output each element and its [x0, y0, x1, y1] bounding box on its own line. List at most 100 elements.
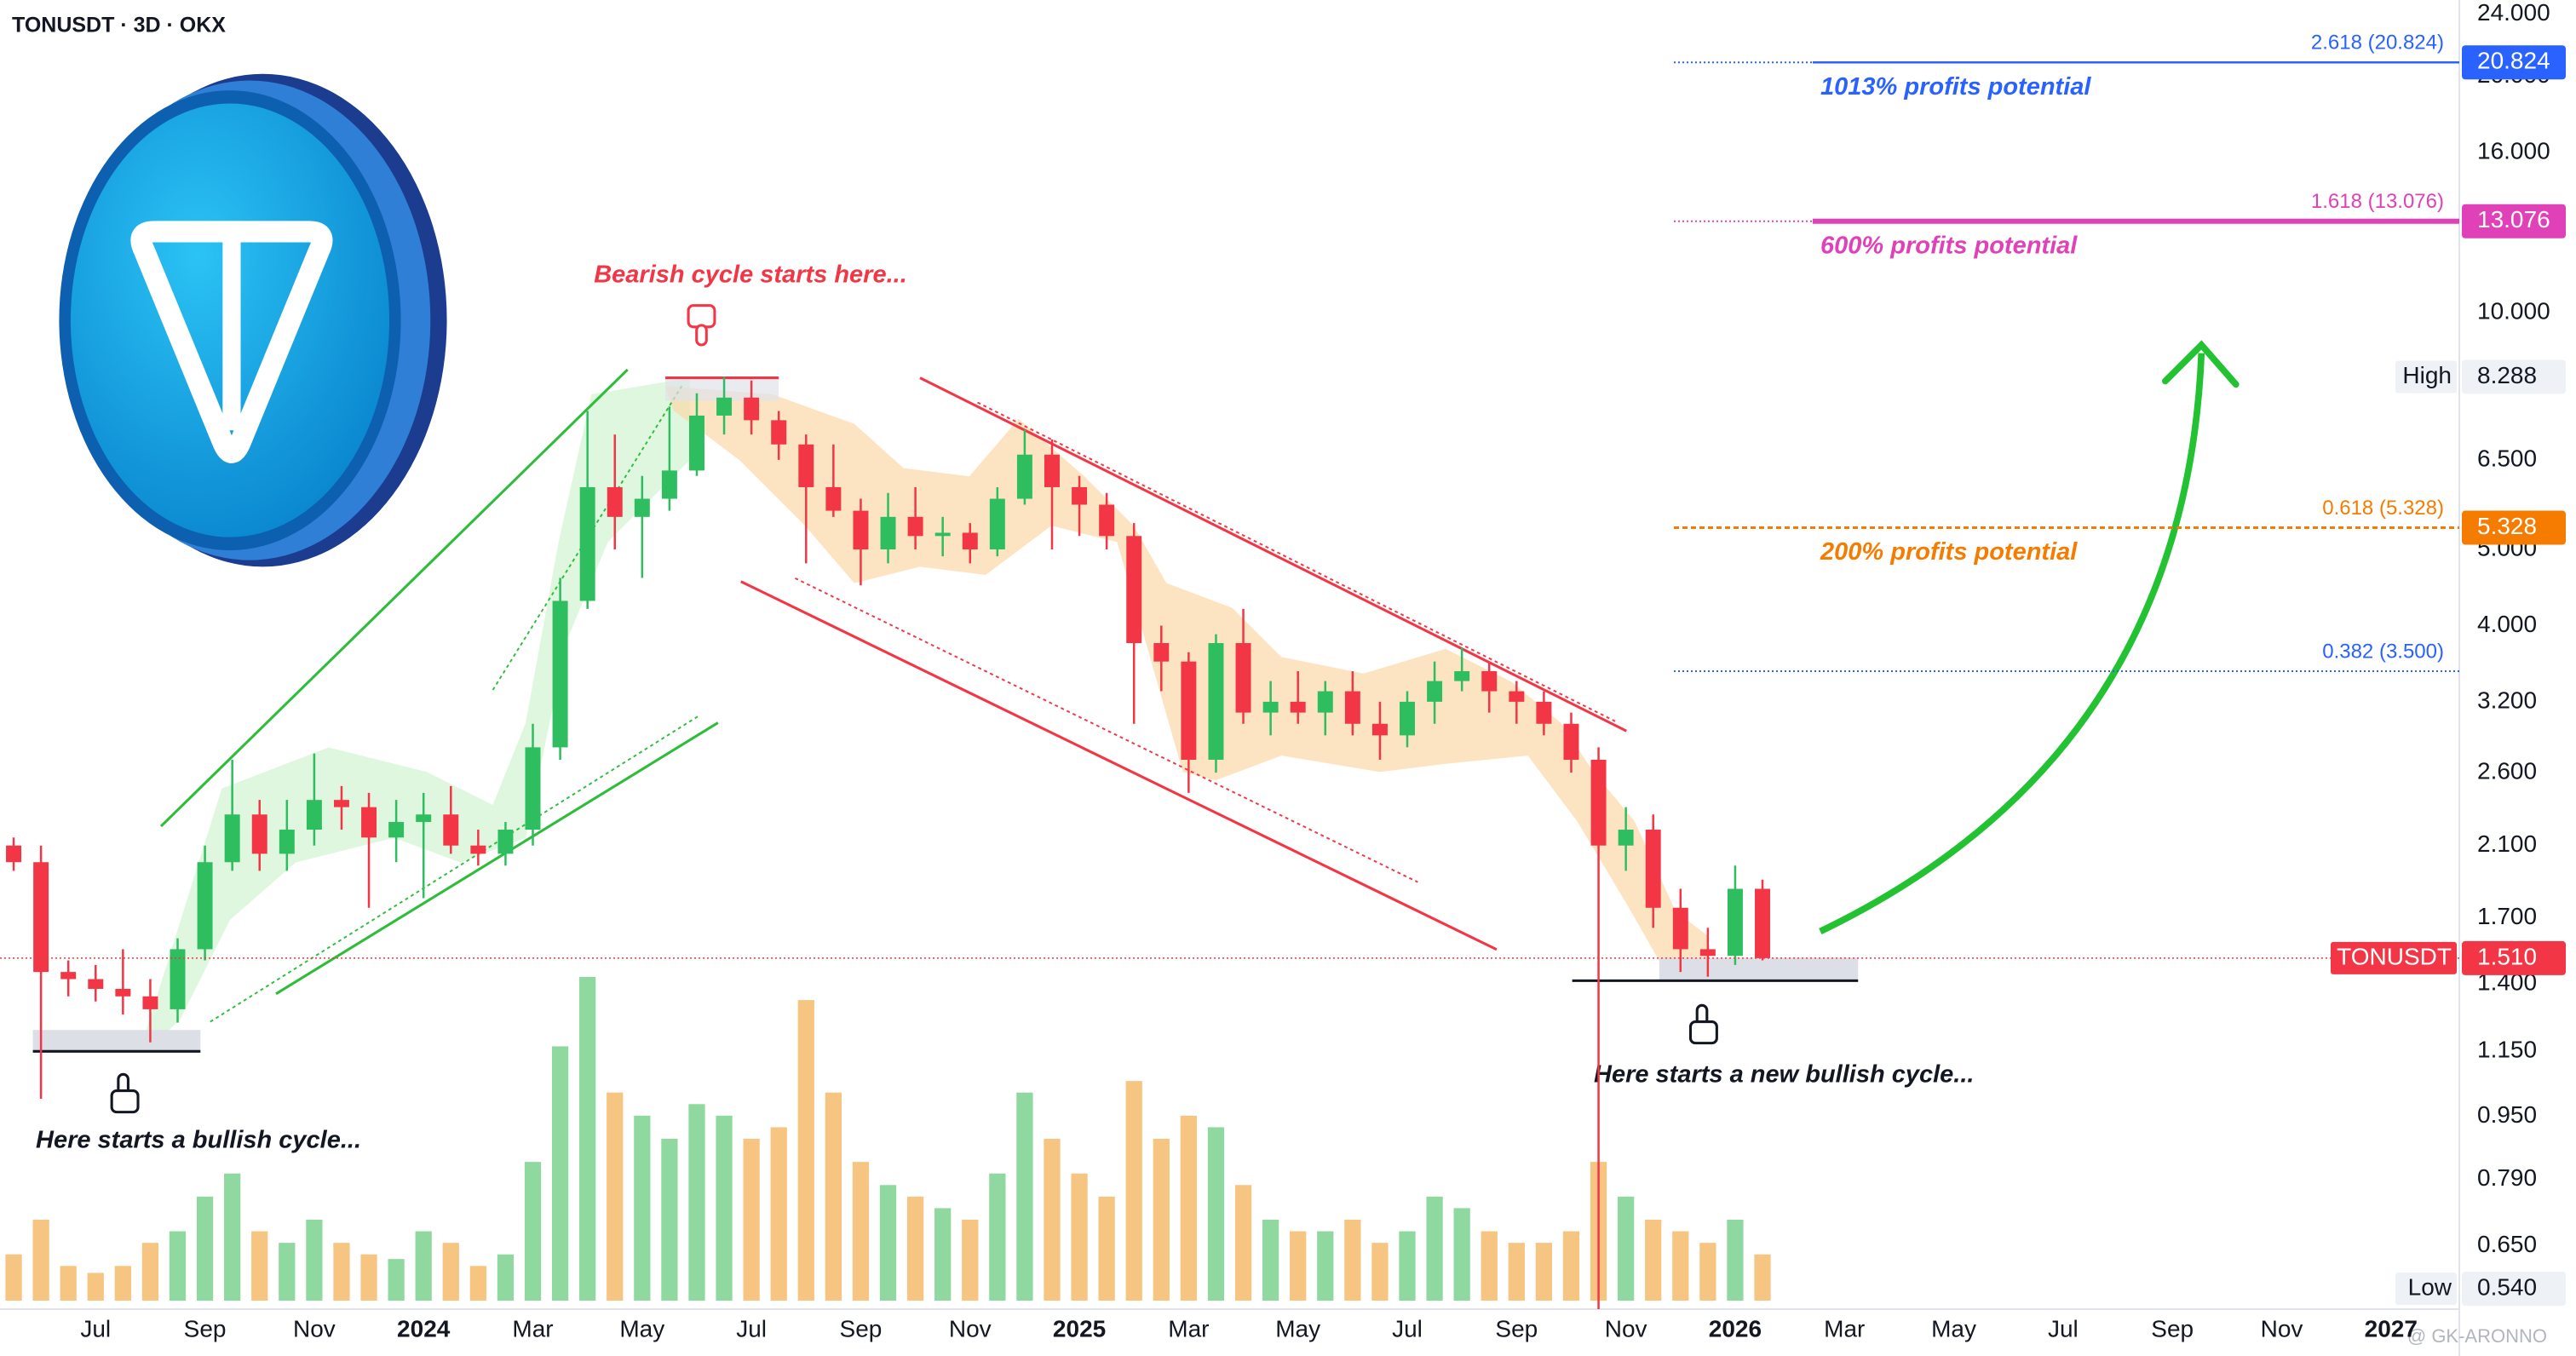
volume-bar	[442, 1243, 459, 1301]
x-tick-label: Jul	[736, 1315, 767, 1342]
watermark: @ GK-ARONNO	[2407, 1325, 2547, 1347]
x-tick-label: Nov	[2261, 1315, 2303, 1342]
support-zone	[32, 1030, 201, 1052]
volume-bar	[1371, 1243, 1389, 1301]
price-badge-label: 13.076	[2477, 206, 2550, 233]
candle-body	[1563, 723, 1579, 760]
y-tick-label: 0.650	[2477, 1231, 2537, 1257]
candle-body	[1044, 454, 1060, 487]
candle-body	[525, 747, 541, 830]
volume-bar	[852, 1162, 870, 1301]
volume-bar	[716, 1115, 733, 1301]
badge-name: Low	[2408, 1273, 2452, 1300]
volume-bar	[1344, 1220, 1361, 1301]
channel-line	[275, 721, 719, 996]
annotation: Here starts a new bullish cycle...	[1594, 1061, 1974, 1089]
badge-name-box	[2395, 1273, 2457, 1305]
badge-name-box	[2331, 941, 2457, 974]
target-arrow	[1819, 353, 2205, 934]
volume-bar	[1754, 1254, 1771, 1301]
x-tick-label: Sep	[2151, 1315, 2194, 1342]
x-tick-label: May	[1931, 1315, 1976, 1342]
candle-body	[60, 972, 77, 980]
volume-bar	[1262, 1220, 1279, 1301]
candle-body	[689, 415, 704, 471]
x-tick-label: May	[1275, 1315, 1320, 1342]
candle-body	[1317, 691, 1333, 713]
candle-body	[1590, 759, 1607, 846]
volume-bar	[524, 1162, 542, 1301]
candle-body	[1262, 701, 1279, 713]
volume-bar	[32, 1220, 49, 1301]
volume-bar	[169, 1231, 187, 1301]
volume-bar	[825, 1092, 842, 1301]
support-zone	[1659, 957, 1859, 981]
x-tick-label: Mar	[1168, 1315, 1209, 1342]
volume-bar	[1399, 1231, 1416, 1301]
volume-bar	[224, 1173, 241, 1301]
x-tick-label: Sep	[1495, 1315, 1538, 1342]
x-tick-label: Jul	[1392, 1315, 1423, 1342]
candle-body	[251, 814, 267, 854]
volume-bar	[1125, 1081, 1142, 1301]
volume-bar	[1207, 1127, 1225, 1301]
volume-bar	[906, 1196, 924, 1301]
candle-body	[416, 814, 432, 823]
volume-bar	[770, 1127, 787, 1301]
volume-bar	[934, 1208, 952, 1301]
annotation: Bearish cycle starts here...	[594, 261, 907, 289]
volume-bar	[87, 1273, 104, 1301]
channel-mid	[977, 401, 1619, 724]
price-badge-label: 5.328	[2477, 513, 2537, 539]
candle-body	[744, 397, 760, 421]
y-tick-label: 0.790	[2477, 1164, 2537, 1191]
volume-bar	[388, 1259, 405, 1301]
candle-body	[853, 510, 869, 550]
channel-mid	[210, 715, 699, 1023]
candle-body	[1727, 888, 1743, 957]
volume-bar	[634, 1115, 651, 1301]
price-badge	[2462, 359, 2566, 394]
x-tick-label: 2026	[1709, 1315, 1762, 1342]
level-label: 1.618 (13.076)	[2311, 190, 2444, 213]
price-badge-label: 0.540	[2477, 1273, 2537, 1300]
y-tick-label: 1.700	[2477, 903, 2537, 929]
price-badge-label: 20.824	[2477, 48, 2550, 74]
candle-body	[1208, 643, 1224, 760]
x-tick-label: 2027	[2365, 1315, 2418, 1342]
level-label: 2.618 (20.824)	[2311, 32, 2444, 55]
y-tick-label: 3.200	[2477, 687, 2537, 713]
x-tick-label: Nov	[293, 1315, 336, 1342]
candle-body	[333, 800, 349, 807]
candle-body	[170, 949, 186, 1009]
x-tick-label: Mar	[512, 1315, 553, 1342]
price-badge	[2462, 204, 2566, 238]
candle-body	[1344, 691, 1360, 724]
candle-body	[1509, 691, 1525, 702]
candle-body	[880, 516, 896, 550]
candle-body	[6, 845, 22, 863]
volume-bar	[114, 1266, 131, 1301]
price-badge	[2462, 1272, 2566, 1306]
badge-name: High	[2402, 362, 2452, 388]
volume-bar	[141, 1243, 159, 1301]
level-label: 0.618 (5.328)	[2322, 497, 2444, 520]
volume-bar	[797, 1000, 814, 1301]
level-label: 0.382 (3.500)	[2322, 640, 2444, 663]
volume-bar	[1180, 1115, 1198, 1301]
volume-bar	[1071, 1173, 1088, 1301]
volume-bar	[1618, 1196, 1635, 1301]
volume-bar	[1645, 1220, 1662, 1301]
y-tick-label: 2.600	[2477, 757, 2537, 784]
candle-body	[1699, 949, 1716, 957]
candle-body	[989, 498, 1005, 550]
candle-body	[1454, 670, 1470, 681]
candle-body	[1536, 701, 1552, 724]
candle-body	[1618, 830, 1634, 846]
candle-body	[497, 830, 514, 854]
volume-bar	[551, 1046, 569, 1301]
candle-body	[1290, 701, 1306, 713]
candle-body	[361, 807, 377, 838]
volume-bar	[415, 1231, 432, 1301]
